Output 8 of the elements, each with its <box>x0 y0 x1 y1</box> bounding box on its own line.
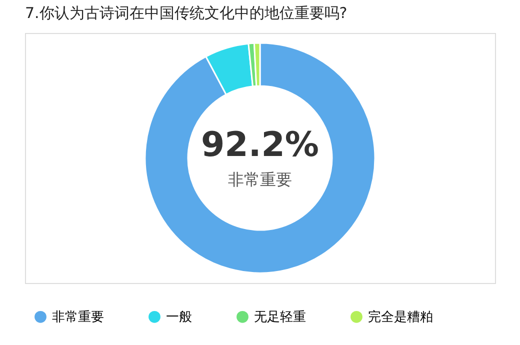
legend-label: 完全是糟粕 <box>368 308 433 325</box>
donut-slice <box>144 42 376 274</box>
legend-label: 无足轻重 <box>254 310 306 325</box>
legend-label: 非常重要 <box>52 310 104 325</box>
legend-label: 一般 <box>166 310 192 325</box>
text: 92.2% <box>201 125 319 165</box>
chart-title: 7.你认为古诗词在中国传统文化中的地位重要吗? <box>25 4 348 22</box>
text: 非常重要 <box>228 170 292 189</box>
